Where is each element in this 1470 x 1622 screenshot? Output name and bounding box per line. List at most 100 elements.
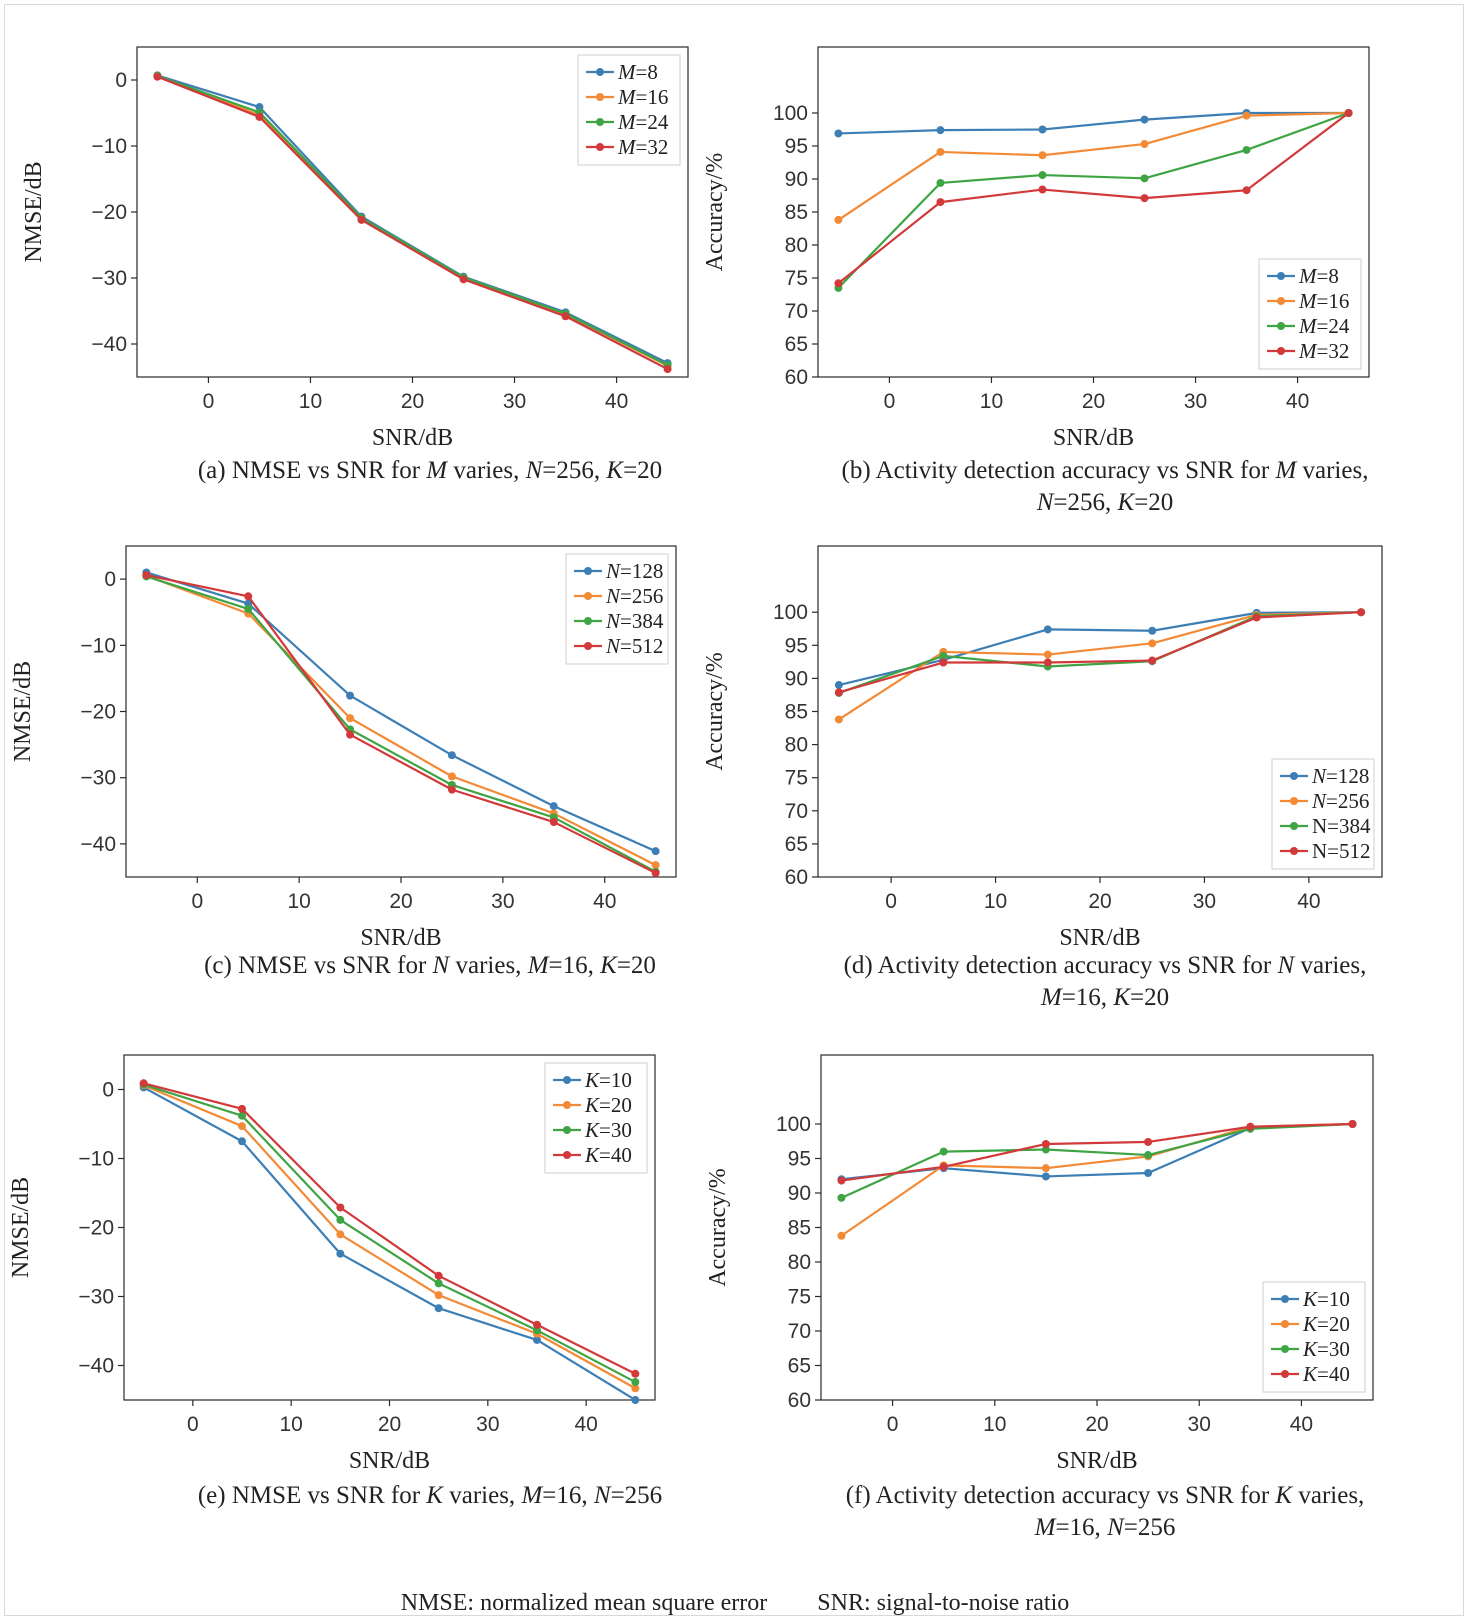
x-axis-label: SNR/dB	[349, 1448, 430, 1474]
legend-label: M=24	[617, 110, 669, 134]
data-point	[244, 592, 253, 601]
data-point	[1043, 650, 1052, 659]
legend-label: M=8	[617, 60, 658, 84]
data-point	[549, 802, 558, 811]
legend-swatch-marker	[1281, 1345, 1289, 1353]
data-point	[1140, 140, 1149, 149]
legend-label: K=10	[1302, 1287, 1350, 1311]
y-axis-label: NMSE/dB	[8, 1177, 34, 1278]
series-line-2	[840, 1122, 1353, 1237]
x-tick-label: 40	[1290, 1413, 1313, 1436]
y-tick-label: 75	[785, 767, 808, 790]
data-point	[939, 1162, 948, 1171]
y-axis-label: NMSE/dB	[10, 661, 36, 762]
data-point	[1252, 613, 1261, 622]
legend-label: M=16	[1298, 289, 1349, 313]
caption-line: (d) Activity detection accuracy vs SNR f…	[843, 952, 1367, 979]
data-point	[447, 772, 456, 781]
series-line-3	[840, 1122, 1353, 1199]
series-line-1	[146, 571, 657, 853]
data-point	[936, 126, 945, 135]
legend-label: N=256	[605, 584, 663, 608]
y-tick-label: 85	[785, 701, 808, 724]
series-line-2	[143, 1084, 636, 1390]
data-point	[434, 1291, 443, 1300]
legend-label: M=32	[617, 135, 668, 159]
x-tick-label: 0	[885, 890, 897, 913]
legend-label: K=10	[584, 1068, 632, 1092]
legend-swatch-marker	[596, 118, 604, 126]
x-axis-label: SNR/dB	[372, 425, 453, 451]
legend-swatch-marker	[1281, 1370, 1289, 1378]
series-line-4	[841, 1122, 1353, 1182]
x-tick-label: 0	[187, 1413, 199, 1436]
legend-swatch-marker	[1281, 1295, 1289, 1303]
y-tick-label: −10	[78, 1148, 114, 1171]
caption-d: (d) Activity detection accuracy vs SNR f…	[760, 950, 1450, 1014]
legend-label: K=20	[584, 1093, 632, 1117]
data-point	[357, 215, 366, 224]
x-tick-label: 40	[605, 390, 628, 413]
y-tick-label: 90	[785, 168, 808, 191]
caption-line: M=16, K=20	[1040, 984, 1170, 1011]
data-point	[1140, 174, 1149, 183]
y-tick-label: 85	[788, 1217, 811, 1240]
data-point	[238, 1137, 246, 1146]
x-axis-label: SNR/dB	[1056, 1448, 1137, 1474]
x-axis-label: SNR/dB	[1059, 925, 1140, 951]
data-point	[336, 1203, 345, 1212]
y-tick-label: 75	[785, 267, 808, 290]
x-tick-label: 0	[887, 1413, 899, 1436]
x-axis-label: SNR/dB	[1053, 425, 1134, 451]
x-tick-label: 40	[593, 890, 616, 913]
caption-a: (a) NMSE vs SNR for M varies, N=256, K=2…	[85, 455, 775, 487]
x-tick-label: 10	[279, 1413, 302, 1436]
series-line-4	[146, 574, 657, 875]
legend-label: N=256	[1311, 789, 1369, 813]
series-line-4	[157, 75, 669, 371]
y-tick-label: 80	[788, 1251, 811, 1274]
series-line-3	[146, 575, 657, 873]
data-point	[834, 215, 843, 224]
legend-label: M=16	[617, 85, 668, 109]
chart-f: 0 10 20 30 40 60 65 70 75 80 85 90 95 100 SNR/dB Accura…	[705, 1054, 1374, 1474]
legend-label: K=40	[1302, 1362, 1350, 1386]
legend-swatch-marker	[1281, 1320, 1289, 1328]
x-axis-label: SNR/dB	[360, 925, 441, 951]
legend-f: K=10K=20K=30K=40	[1262, 1281, 1366, 1393]
legend-swatch-marker	[596, 93, 604, 101]
y-tick-label: −30	[80, 767, 116, 790]
data-point	[238, 1104, 246, 1113]
series-line-1	[143, 1086, 636, 1401]
y-tick-label: −30	[91, 267, 127, 290]
data-point	[1038, 171, 1047, 180]
x-tick-label: 30	[1188, 1413, 1211, 1436]
data-point	[346, 691, 355, 700]
legend-swatch-marker	[563, 1076, 571, 1084]
series-line-2	[837, 111, 1349, 221]
y-tick-label: 65	[785, 833, 808, 856]
data-point	[631, 1384, 640, 1393]
data-point	[1041, 1172, 1050, 1181]
y-axis-label: Accuracy/%	[702, 652, 728, 771]
x-tick-label: 20	[389, 890, 412, 913]
y-axis-label: Accuracy/%	[705, 1168, 731, 1287]
caption-e: (e) NMSE vs SNR for K varies, M=16, N=25…	[85, 1480, 775, 1512]
series-line-4	[838, 611, 1362, 694]
legend-label: N=128	[605, 559, 663, 583]
y-tick-label: −20	[78, 1217, 114, 1240]
data-point	[533, 1335, 541, 1344]
footnote-snr: SNR: signal-to-noise ratio	[817, 1590, 1070, 1616]
y-tick-label: −20	[80, 701, 116, 724]
data-point	[434, 1279, 443, 1288]
data-point	[651, 869, 660, 878]
legend-swatch-marker	[1290, 847, 1298, 855]
legend-swatch-marker	[563, 1101, 571, 1109]
y-axis-label: Accuracy/%	[702, 153, 728, 272]
x-tick-label: 30	[503, 390, 526, 413]
y-tick-label: −40	[91, 333, 127, 356]
data-point	[1148, 626, 1157, 635]
y-tick-label: 65	[788, 1355, 811, 1378]
y-tick-label: 0	[115, 69, 127, 92]
legend-label: K=30	[1302, 1337, 1350, 1361]
